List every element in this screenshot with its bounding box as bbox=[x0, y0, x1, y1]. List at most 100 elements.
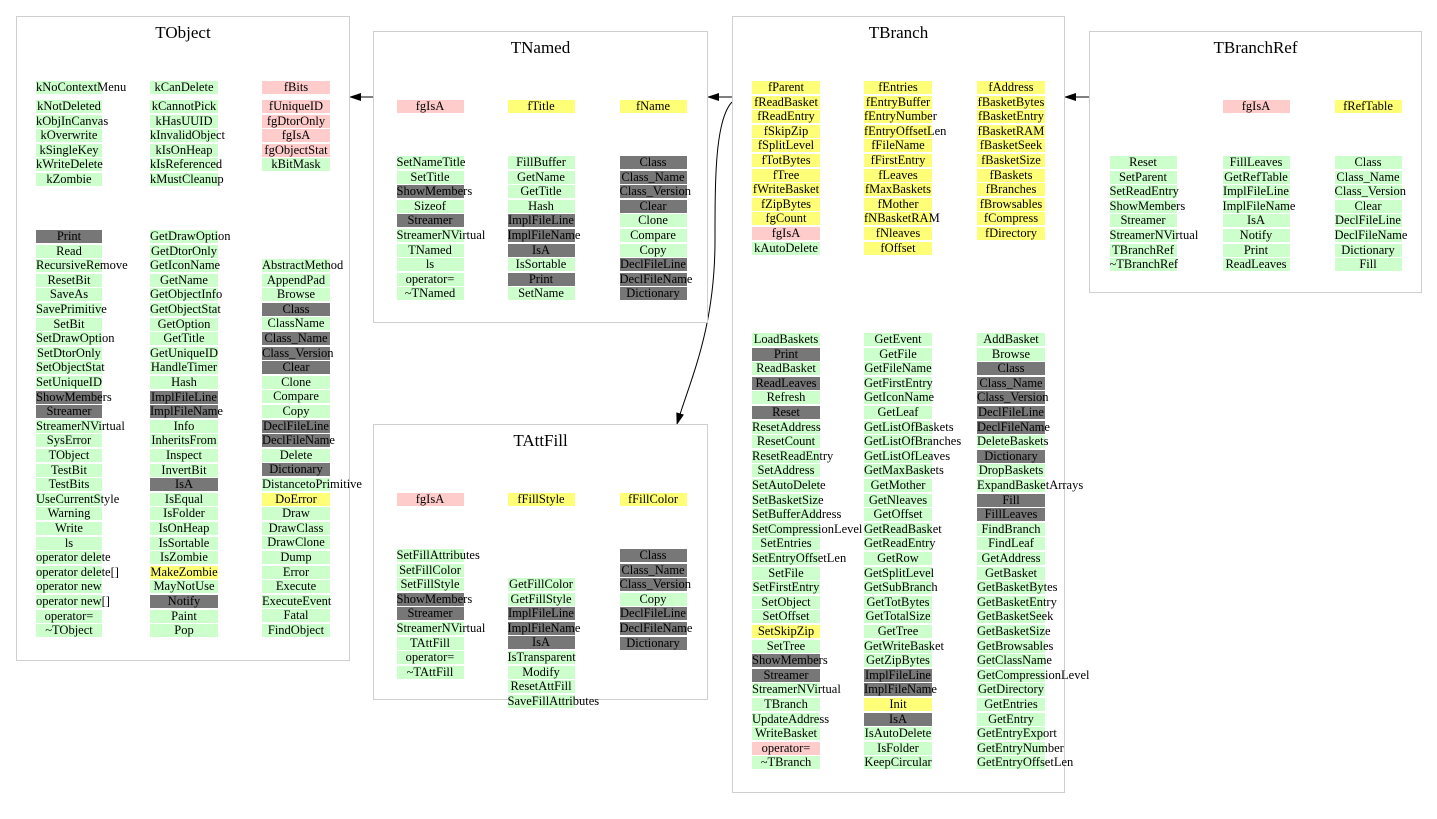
member-item: fRefTable bbox=[1334, 100, 1402, 113]
member-item: GetOffset bbox=[864, 508, 932, 522]
member-item: ReadLeaves bbox=[1222, 258, 1290, 272]
member-item: SetNameTitle bbox=[396, 155, 466, 169]
member-item: ImplFileLine bbox=[864, 667, 932, 682]
member-item: ImplFileName bbox=[864, 682, 937, 697]
member-item: Clone bbox=[262, 375, 330, 389]
member-item: ClassName bbox=[262, 317, 330, 331]
member-item: ImplFileLine bbox=[1222, 184, 1290, 199]
member-item: ImplFileName bbox=[507, 228, 581, 242]
member-item: fDirectory bbox=[977, 227, 1045, 240]
member-item: Clear bbox=[619, 199, 687, 213]
member-item: Class_Version bbox=[977, 390, 1049, 405]
member-item: Class bbox=[619, 549, 687, 562]
member-item: GetDirectory bbox=[977, 682, 1045, 697]
member-item: StreamerNVirtual bbox=[396, 228, 486, 242]
member-item: IsZombie bbox=[150, 551, 218, 565]
member-item: fgIsA bbox=[262, 129, 330, 143]
member-item: IsFolder bbox=[150, 507, 218, 521]
member-item: SetObject bbox=[752, 595, 820, 609]
member-item: Copy bbox=[262, 405, 330, 418]
member-item: Draw bbox=[262, 507, 330, 521]
member-item: DoError bbox=[262, 492, 330, 506]
member-item: fEntries bbox=[864, 81, 932, 94]
member-item: fBasketRAM bbox=[977, 123, 1045, 138]
member-item: GetMother bbox=[864, 479, 932, 492]
member-item: GetMaxBaskets bbox=[864, 463, 944, 478]
class-box-tbranchref: TBranchRef Reset SetParent SetReadEntry Sho… bbox=[1089, 31, 1422, 293]
member-item: IsA bbox=[507, 636, 575, 650]
member-item: Streamer bbox=[1109, 214, 1177, 228]
member-item: kOverwrite bbox=[36, 129, 102, 143]
member-item: WriteBasket bbox=[752, 727, 820, 741]
member-item: GetObjectStat bbox=[150, 302, 221, 316]
member-item: Print bbox=[507, 272, 575, 286]
class-box-tobject: TObject kNoContextMenu kNotDeleted kObjInC… bbox=[16, 16, 362, 661]
member-item: DeclFileLine bbox=[262, 418, 330, 433]
member-item: GetBrowsables bbox=[977, 638, 1054, 653]
member-item: StreamerNVirtual bbox=[396, 621, 486, 635]
class-title: TAttFill bbox=[513, 431, 568, 450]
member-item: fReadBasket bbox=[752, 95, 820, 109]
member-item: fBasketEntry bbox=[977, 109, 1045, 124]
member-item: ~TBranchRef bbox=[1109, 257, 1179, 272]
member-item: AddBasket bbox=[977, 333, 1045, 346]
member-item: DistancetoPrimitive bbox=[262, 477, 362, 491]
member-item: LoadBaskets bbox=[752, 332, 820, 346]
member-item: GetEntryExport bbox=[977, 726, 1057, 741]
member-item: FindObject bbox=[262, 624, 330, 637]
member-item: fgIsA bbox=[396, 100, 464, 113]
member-item: ls bbox=[36, 536, 102, 550]
member-item: DeclFileName bbox=[1334, 228, 1408, 242]
member-item: Write bbox=[36, 522, 102, 535]
member-item: FindLeaf bbox=[977, 537, 1045, 551]
member-item: kCanDelete bbox=[150, 81, 218, 94]
member-item: GetBasketSize bbox=[977, 624, 1051, 638]
member-item: fName bbox=[619, 100, 687, 113]
member-item: Class_Version bbox=[262, 345, 334, 360]
member-item: FillBuffer bbox=[507, 156, 575, 169]
member-item: GetCompressionLevel bbox=[977, 667, 1090, 682]
member-item: GetName bbox=[150, 273, 218, 287]
member-item: operator new bbox=[36, 579, 102, 594]
member-item: SetEntryOffsetLen bbox=[752, 551, 847, 565]
member-item: DeclFileLine bbox=[977, 405, 1045, 419]
member-item: GetReadEntry bbox=[864, 536, 936, 551]
member-item: ~TAttFill bbox=[396, 665, 464, 679]
member-item: ShowMembers bbox=[36, 389, 112, 404]
member-item: Dictionary bbox=[619, 287, 687, 301]
member-item: kHasUUID bbox=[150, 114, 218, 128]
member-item: GetSubBranch bbox=[864, 580, 938, 595]
member-item: fFileName bbox=[864, 139, 932, 153]
member-item: ReadLeaves bbox=[752, 376, 820, 390]
member-item: GetWriteBasket bbox=[864, 638, 945, 653]
member-item: GetName bbox=[507, 170, 575, 184]
member-item: SetUniqueID bbox=[36, 375, 102, 389]
member-item: SetAutoDelete bbox=[752, 478, 826, 492]
member-item: GetEntryOffsetLen bbox=[977, 755, 1074, 770]
member-item: GetTree bbox=[864, 625, 932, 638]
member-item: DeleteBaskets bbox=[977, 434, 1049, 449]
member-item: fFillColor bbox=[619, 493, 687, 506]
member-item: Dump bbox=[262, 551, 330, 564]
member-item: SetTree bbox=[752, 639, 820, 653]
member-item: fBrowsables bbox=[977, 197, 1045, 211]
member-item: GetNleaves bbox=[864, 493, 932, 507]
member-item: kCannotPick bbox=[150, 99, 218, 113]
class-box-tattfill: TAttFill fgIsA SetFillAttributes SetFillCo… bbox=[373, 424, 708, 708]
member-item: DeclFileLine bbox=[619, 257, 687, 272]
member-item: TestBits bbox=[36, 478, 102, 492]
member-item: fLeaves bbox=[864, 168, 932, 182]
member-item: fgCount bbox=[752, 212, 820, 226]
member-item: ImplFileLine bbox=[507, 213, 575, 228]
member-item: TAttFill bbox=[396, 636, 464, 650]
member-item: IsSortable bbox=[507, 258, 575, 272]
member-item: MakeZombie bbox=[150, 564, 218, 579]
member-item: GetBasketSeek bbox=[977, 609, 1054, 624]
member-item: GetIconName bbox=[864, 390, 935, 405]
member-item: GetBasketEntry bbox=[977, 594, 1057, 609]
member-item: fNBasketRAM bbox=[864, 211, 940, 226]
member-item: DeclFileName bbox=[262, 433, 335, 448]
member-item: Print bbox=[752, 347, 820, 361]
member-item: DeclFileLine bbox=[1334, 213, 1402, 228]
member-item: GetTotalSize bbox=[864, 609, 932, 624]
